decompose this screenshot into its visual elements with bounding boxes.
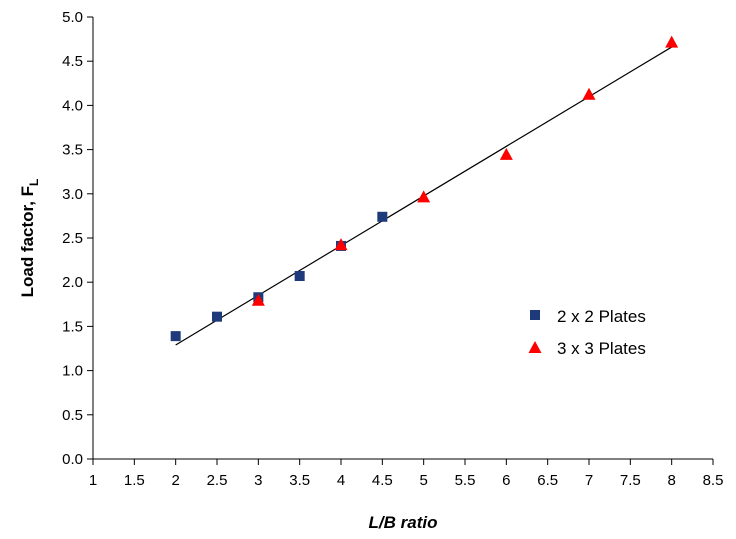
data-point-triangle bbox=[582, 87, 596, 100]
y-tick-label: 3.5 bbox=[62, 142, 83, 159]
legend: 2 x 2 Plates 3 x 3 Plates bbox=[528, 307, 646, 358]
y-tick-label: 1.5 bbox=[62, 318, 83, 335]
series-layer bbox=[170, 35, 679, 342]
data-point-square bbox=[170, 331, 181, 342]
data-point-triangle bbox=[499, 147, 513, 160]
y-tick-label: 2.0 bbox=[62, 274, 83, 291]
x-tick-label: 8.5 bbox=[703, 472, 724, 489]
legend-label-2x2: 2 x 2 Plates bbox=[557, 307, 646, 326]
x-tick-label: 5.5 bbox=[455, 472, 476, 489]
x-tick-label: 7.5 bbox=[620, 472, 641, 489]
x-tick-label: 3 bbox=[254, 472, 262, 489]
data-point-triangle bbox=[417, 190, 431, 203]
data-point-triangle bbox=[334, 238, 348, 251]
data-point-triangle bbox=[665, 35, 679, 48]
x-tick-label: 4.5 bbox=[372, 472, 393, 489]
y-tick-label: 2.5 bbox=[62, 230, 83, 247]
legend-marker-square bbox=[530, 310, 540, 320]
y-tick-label: 4.5 bbox=[62, 53, 83, 70]
x-tick-label: 7 bbox=[585, 472, 593, 489]
x-tick-label: 6 bbox=[502, 472, 510, 489]
x-tick-label: 1.5 bbox=[124, 472, 145, 489]
x-tick-label: 2.5 bbox=[207, 472, 228, 489]
legend-label-3x3: 3 x 3 Plates bbox=[557, 339, 646, 358]
x-tick-label: 2 bbox=[171, 472, 179, 489]
data-point-square bbox=[377, 211, 388, 222]
y-axis-title-main: Load factor, F bbox=[18, 186, 37, 297]
x-tick-label: 6.5 bbox=[537, 472, 558, 489]
x-tick-label: 4 bbox=[337, 472, 345, 489]
x-tick-label: 1 bbox=[89, 472, 97, 489]
y-tick-label: 5.0 bbox=[62, 9, 83, 26]
axes bbox=[92, 17, 713, 460]
y-tick-label: 0.5 bbox=[62, 407, 83, 424]
y-axis-title-subscript: L bbox=[27, 179, 41, 186]
y-tick-label: 4.0 bbox=[62, 97, 83, 114]
y-tick-label: 3.0 bbox=[62, 186, 83, 203]
x-tick-label: 3.5 bbox=[289, 472, 310, 489]
y-tick-label: 0.0 bbox=[62, 451, 83, 468]
x-ticks: 1 1.5 2 2.5 3 3.5 4 4.5 5 5.5 6 6.5 7 7.5 8 8.5 bbox=[89, 459, 724, 489]
y-axis-title: Load factor, FL bbox=[18, 179, 41, 298]
data-point-square bbox=[294, 271, 305, 282]
y-ticks: 0.0 0.5 1.0 1.5 2.0 2.5 3.0 3.5 4.0 4.5 5.0 bbox=[62, 9, 93, 468]
x-tick-label: 8 bbox=[667, 472, 675, 489]
data-point-triangle bbox=[251, 293, 265, 306]
y-tick-label: 1.0 bbox=[62, 363, 83, 380]
data-point-square bbox=[212, 311, 222, 322]
x-tick-label: 5 bbox=[419, 472, 427, 489]
x-axis-title: L/B ratio bbox=[369, 513, 438, 532]
legend-marker-triangle bbox=[528, 341, 542, 353]
